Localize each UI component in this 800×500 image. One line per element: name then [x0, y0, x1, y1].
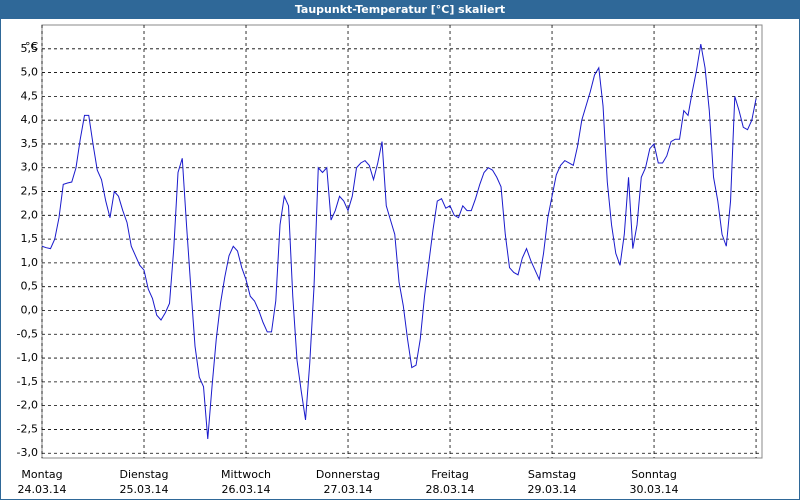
- y-tick-label: 5,5: [21, 42, 39, 55]
- x-tick-date: 30.03.14: [630, 483, 679, 496]
- x-tick-label: Samstag: [528, 468, 576, 481]
- x-tick-date: 25.03.14: [120, 483, 169, 496]
- data-line: [41, 43, 757, 440]
- chart-title: Taupunkt-Temperatur [°C] skaliert: [1, 1, 799, 19]
- x-tick-label: Montag: [21, 468, 62, 481]
- x-tick-label: Donnerstag: [316, 468, 380, 481]
- y-tick-label: -2,0: [17, 399, 38, 412]
- x-tick-label: Dienstag: [119, 468, 168, 481]
- y-tick-label: 2,0: [21, 208, 39, 221]
- y-tick-label: 4,0: [21, 113, 39, 126]
- x-tick-label: Mittwoch: [221, 468, 271, 481]
- y-tick-label: 3,0: [21, 161, 39, 174]
- y-tick-label: 0,5: [21, 280, 39, 293]
- x-tick-date: 26.03.14: [222, 483, 271, 496]
- y-axis-label: °C: [25, 40, 39, 53]
- plot-area: [41, 24, 763, 459]
- x-tick-date: 24.03.14: [18, 483, 67, 496]
- y-tick-label: 3,5: [21, 137, 39, 150]
- y-tick-label: -0,5: [17, 327, 38, 340]
- y-tick-label: 2,5: [21, 185, 39, 198]
- y-tick-label: 1,5: [21, 232, 39, 245]
- x-tick-date: 28.03.14: [426, 483, 475, 496]
- y-tick-label: 5,0: [21, 66, 39, 79]
- y-tick-label: 1,0: [21, 256, 39, 269]
- y-tick-label: -1,0: [17, 351, 38, 364]
- x-tick-label: Freitag: [431, 468, 469, 481]
- y-tick-label: -1,5: [17, 375, 38, 388]
- x-tick-label: Sonntag: [631, 468, 677, 481]
- x-tick-date: 29.03.14: [528, 483, 577, 496]
- y-tick-label: 4,5: [21, 89, 39, 102]
- y-tick-label: -3,0: [17, 446, 38, 459]
- x-tick-date: 27.03.14: [324, 483, 373, 496]
- y-tick-label: -2,5: [17, 422, 38, 435]
- y-tick-label: 0,0: [21, 303, 39, 316]
